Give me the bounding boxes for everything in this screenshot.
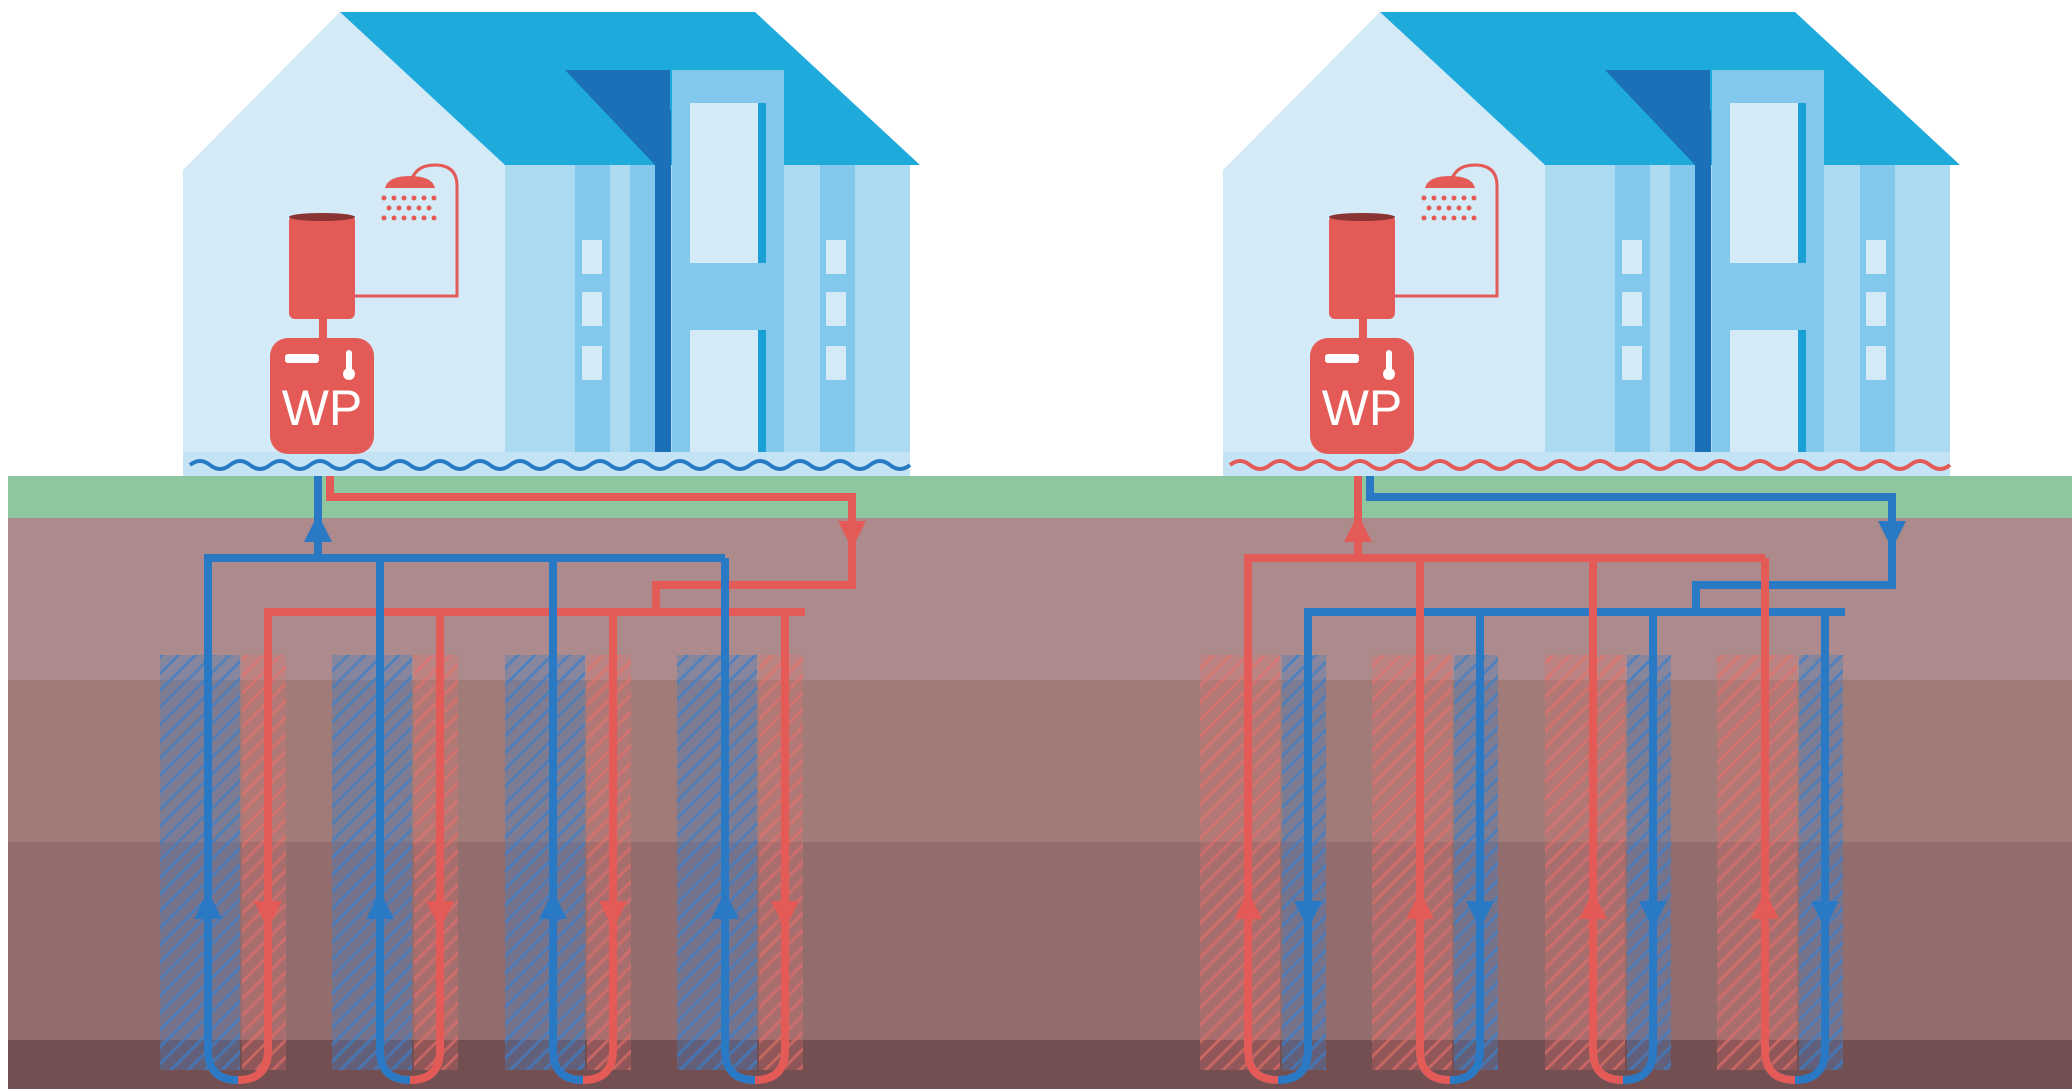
tank-connector [319,319,327,339]
borehole-u-bend [204,1049,239,1084]
borehole-group [1200,476,1906,1085]
soil-layer-1 [8,518,2072,680]
house-small-window [1866,292,1886,326]
house-small-window [826,346,846,380]
flow-arrow-icon [304,514,332,542]
hot-water-tank-top [1329,213,1395,221]
flow-arrow-icon [711,891,739,919]
shower-head-icon [385,176,435,188]
borehole-hatch-zone [1545,655,1625,1070]
flow-arrow-icon [838,521,866,549]
heat-pump-label: WP [1322,380,1403,436]
house-small-window [1622,346,1642,380]
borehole-field [160,476,1906,1085]
flow-arrow-icon [426,901,454,929]
flow-arrow-icon [1579,891,1607,919]
shower-water-drops [1421,195,1477,221]
house-small-window [826,292,846,326]
underfloor-cooling-pipe [1228,459,1952,471]
house-cooling-mode: WP [1223,12,1960,476]
house-window-shade [758,103,766,263]
heat-pump-label: WP [282,380,363,436]
house-window-shade [1798,103,1806,263]
flow-arrow-icon [1639,901,1667,929]
thermometer-icon [343,350,355,380]
house-window [690,330,762,455]
house-small-window [582,346,602,380]
house-column-dark [655,110,671,455]
house-small-window [582,240,602,274]
house-window-shade [1798,330,1806,455]
hot-water-tank [289,215,355,319]
house-window [1730,103,1802,263]
thermometer-icon [1383,350,1395,380]
house-window [1730,330,1802,455]
borehole-u-bend [1416,1049,1451,1084]
house-small-window [1866,240,1886,274]
tank-connector [1359,319,1367,339]
house-heating-mode: WP [183,12,920,476]
flow-arrow-icon [1878,521,1906,549]
borehole-u-bend [376,1049,411,1084]
house-column-dark [1695,110,1711,455]
heat-pump-display [1325,354,1359,363]
house-floor-slab [1223,452,1950,476]
flow-arrow-icon [366,891,394,919]
house-small-window [1622,240,1642,274]
house-window [690,103,762,263]
shower-pipe [355,163,459,298]
flow-arrow-icon [1466,901,1494,929]
house-window-shade [758,330,766,455]
hot-water-tank [1329,215,1395,319]
borehole-hatch-zone [1372,655,1452,1070]
borehole-u-bend [1244,1049,1279,1084]
flow-arrow-icon [1811,901,1839,929]
borehole-hatch-zone [1200,655,1280,1070]
house-small-window [1622,292,1642,326]
house-small-window [582,292,602,326]
house-small-window [826,240,846,274]
borehole-u-bend [549,1049,584,1084]
flow-arrow-icon [771,901,799,929]
borehole-u-bend [1589,1049,1624,1084]
flow-arrow-icon [254,901,282,929]
hot-water-tank-top [289,213,355,221]
borehole-hatch-zone [1717,655,1797,1070]
house-floor-slab [183,452,910,476]
shower-head-icon [1425,176,1475,188]
borehole-hatch-zone [677,655,757,1070]
heat-pump-display [285,354,319,363]
flow-arrow-icon [1234,891,1262,919]
underfloor-heating-pipe [188,459,912,471]
house-roof-dark [1605,70,1710,165]
borehole-hatch-zone [332,655,412,1070]
shower-water-drops [381,195,437,221]
flow-arrow-icon [599,901,627,929]
borehole-hatch-zone [160,655,240,1070]
borehole-u-bend [1761,1049,1796,1084]
borehole-hatch-zone [505,655,585,1070]
borehole-group [160,476,866,1085]
shower-pipe [1395,163,1499,298]
borehole-u-bend [721,1049,756,1084]
flow-arrow-icon [1406,891,1434,919]
flow-arrow-icon [539,891,567,919]
flow-arrow-icon [194,891,222,919]
flow-arrow-icon [1294,901,1322,929]
house-roof-dark [565,70,670,165]
house-small-window [1866,346,1886,380]
flow-arrow-icon [1751,891,1779,919]
flow-arrow-icon [1344,514,1372,542]
